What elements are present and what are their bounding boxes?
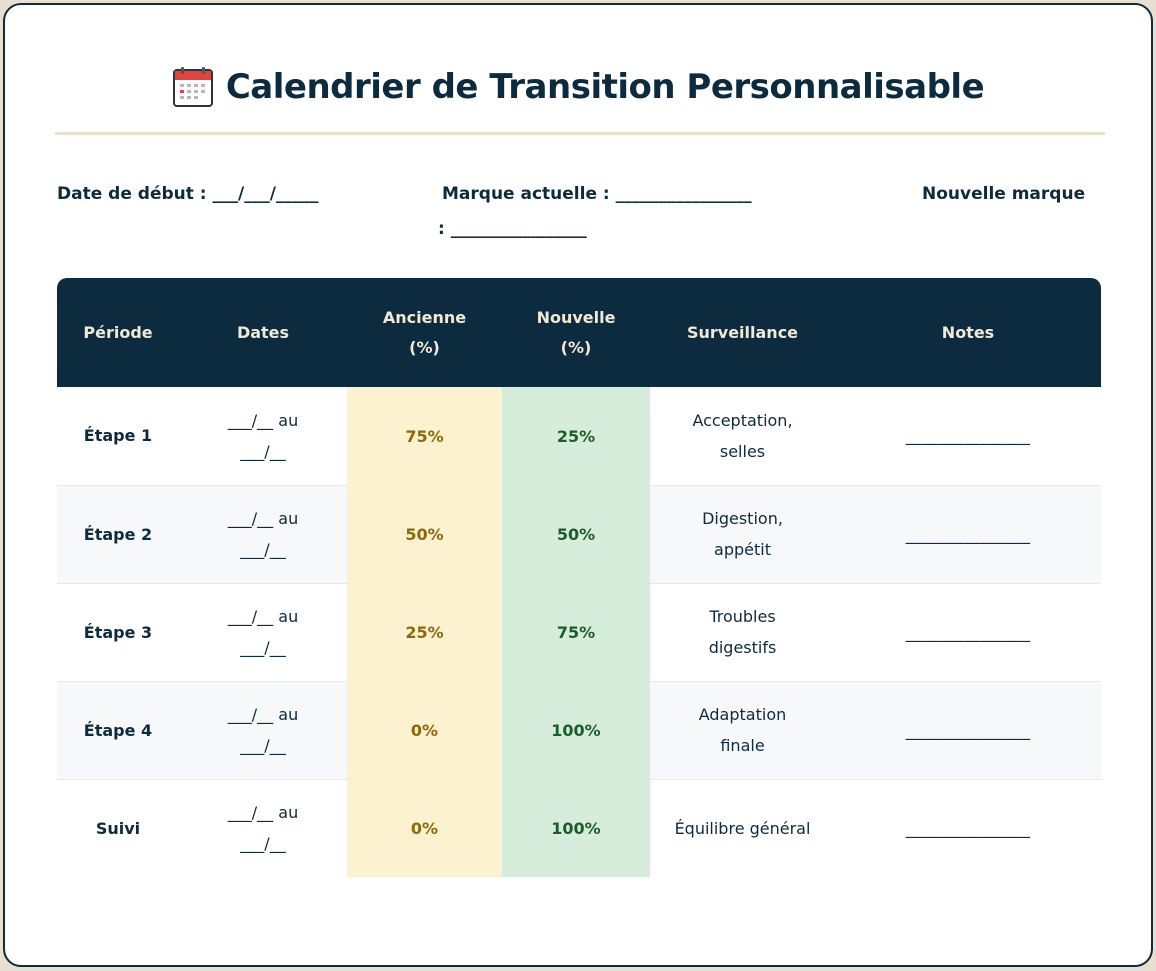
dates-line-2: ___/__ [240,834,286,854]
dates-line-1: ___/__ au [227,705,299,724]
monitoring-line-1: Digestion, [702,509,783,528]
monitoring-line-2: finale [720,736,765,755]
title-row: Calendrier de Transition Personnalisable [5,61,1151,113]
monitoring-line-1: Acceptation, [692,410,793,430]
new-percent-cell: 25% [502,387,650,485]
monitoring-line-2: digestifs [708,638,777,657]
new-percent-cell: 75% [502,583,650,681]
header-old-percent: Ancienne (%) [347,278,502,387]
dates-cell[interactable]: ___/__ au ___/__ [179,681,347,780]
new-percent-cell: 100% [502,779,650,877]
monitoring-cell: Digestion, appétit [650,485,835,584]
notes-cell[interactable]: _______________ [905,818,1031,838]
dates-line-2: ___/__ [240,441,286,461]
period-cell: Étape 2 [57,485,179,584]
header-period: Période [57,278,179,387]
transition-table: Période Dates Ancienne (%) Nouvelle (%) … [57,278,1101,877]
transition-table-wrap: Période Dates Ancienne (%) Nouvelle (%) … [57,278,1101,877]
monitoring-cell: Équilibre général [650,779,835,877]
dates-line-2: ___/__ [240,638,286,657]
start-date-field[interactable]: Date de début : ___/___/_____ [57,184,319,204]
dates-line-2: ___/__ [240,736,286,755]
monitoring-line-1: Adaptation [698,705,787,724]
monitoring-line-1: Troubles [709,607,776,626]
current-brand-field[interactable]: Marque actuelle : ________________ [442,184,752,204]
new-percent-cell: 100% [502,681,650,779]
notes-cell[interactable]: _______________ [835,387,1101,486]
dates-line-2: ___/__ [240,540,286,559]
monitoring-line-2: selles [719,441,766,461]
notes-cell[interactable]: _______________ [835,485,1101,584]
table-row: Étape 3 ___/__ au ___/__ 25% 75% Troubles… [57,583,1101,682]
monitoring-line-2: appétit [714,540,771,559]
table-row: Suivi ___/__ au ___/__ 0% 100% Équilibre … [57,779,1101,877]
page-title: Calendrier de Transition Personnalisable [225,67,985,107]
monitoring-line-1: Équilibre général [674,818,811,838]
monitoring-cell: Adaptation finale [650,681,835,780]
dates-cell[interactable]: ___/__ au ___/__ [179,485,347,584]
notes-cell[interactable]: _______________ [835,681,1101,780]
header-new-percent: Nouvelle (%) [502,278,650,387]
notes-cell[interactable]: _______________ [835,583,1101,682]
monitoring-cell: Troubles digestifs [650,583,835,682]
dates-line-1: ___/__ au [227,607,299,626]
calendar-icon [172,66,214,108]
dates-line-1: ___/__ au [227,509,299,528]
dates-line-1: ___/__ au [227,410,299,430]
monitoring-cell: Acceptation, selles [650,387,835,486]
period-cell: Étape 1 [57,387,179,486]
calendar-card: Calendrier de Transition Personnalisable… [3,3,1153,967]
dates-line-1: ___/__ au [227,803,299,823]
title-divider [55,132,1105,135]
header-old-text: Ancienne (%) [382,307,467,357]
new-brand-field[interactable]: : ________________ [438,219,587,239]
header-notes: Notes [835,278,1101,387]
period-cell: Étape 3 [57,583,179,682]
table-header-row: Période Dates Ancienne (%) Nouvelle (%) … [57,278,1101,387]
header-new-text: Nouvelle (%) [536,307,616,357]
period-cell: Suivi [95,818,141,838]
old-percent-cell: 25% [347,583,502,681]
new-brand-label: Nouvelle marque [922,184,1086,204]
dates-cell[interactable]: ___/__ au ___/__ [179,387,347,486]
old-percent-cell: 75% [347,387,502,485]
dates-cell[interactable]: ___/__ au ___/__ [179,779,347,877]
old-percent-cell: 0% [347,779,502,877]
old-percent-cell: 50% [347,485,502,583]
table-row: Étape 1 ___/__ au ___/__ 75% 25% Acceptat… [57,387,1101,486]
dates-cell[interactable]: ___/__ au ___/__ [179,583,347,682]
header-monitoring: Surveillance [650,278,835,387]
header-dates: Dates [179,278,347,387]
table-row: Étape 4 ___/__ au ___/__ 0% 100% Adaptati… [57,681,1101,780]
old-percent-cell: 0% [347,681,502,779]
table-row: Étape 2 ___/__ au ___/__ 50% 50% Digestio… [57,485,1101,584]
period-cell: Étape 4 [57,681,179,780]
new-percent-cell: 50% [502,485,650,583]
